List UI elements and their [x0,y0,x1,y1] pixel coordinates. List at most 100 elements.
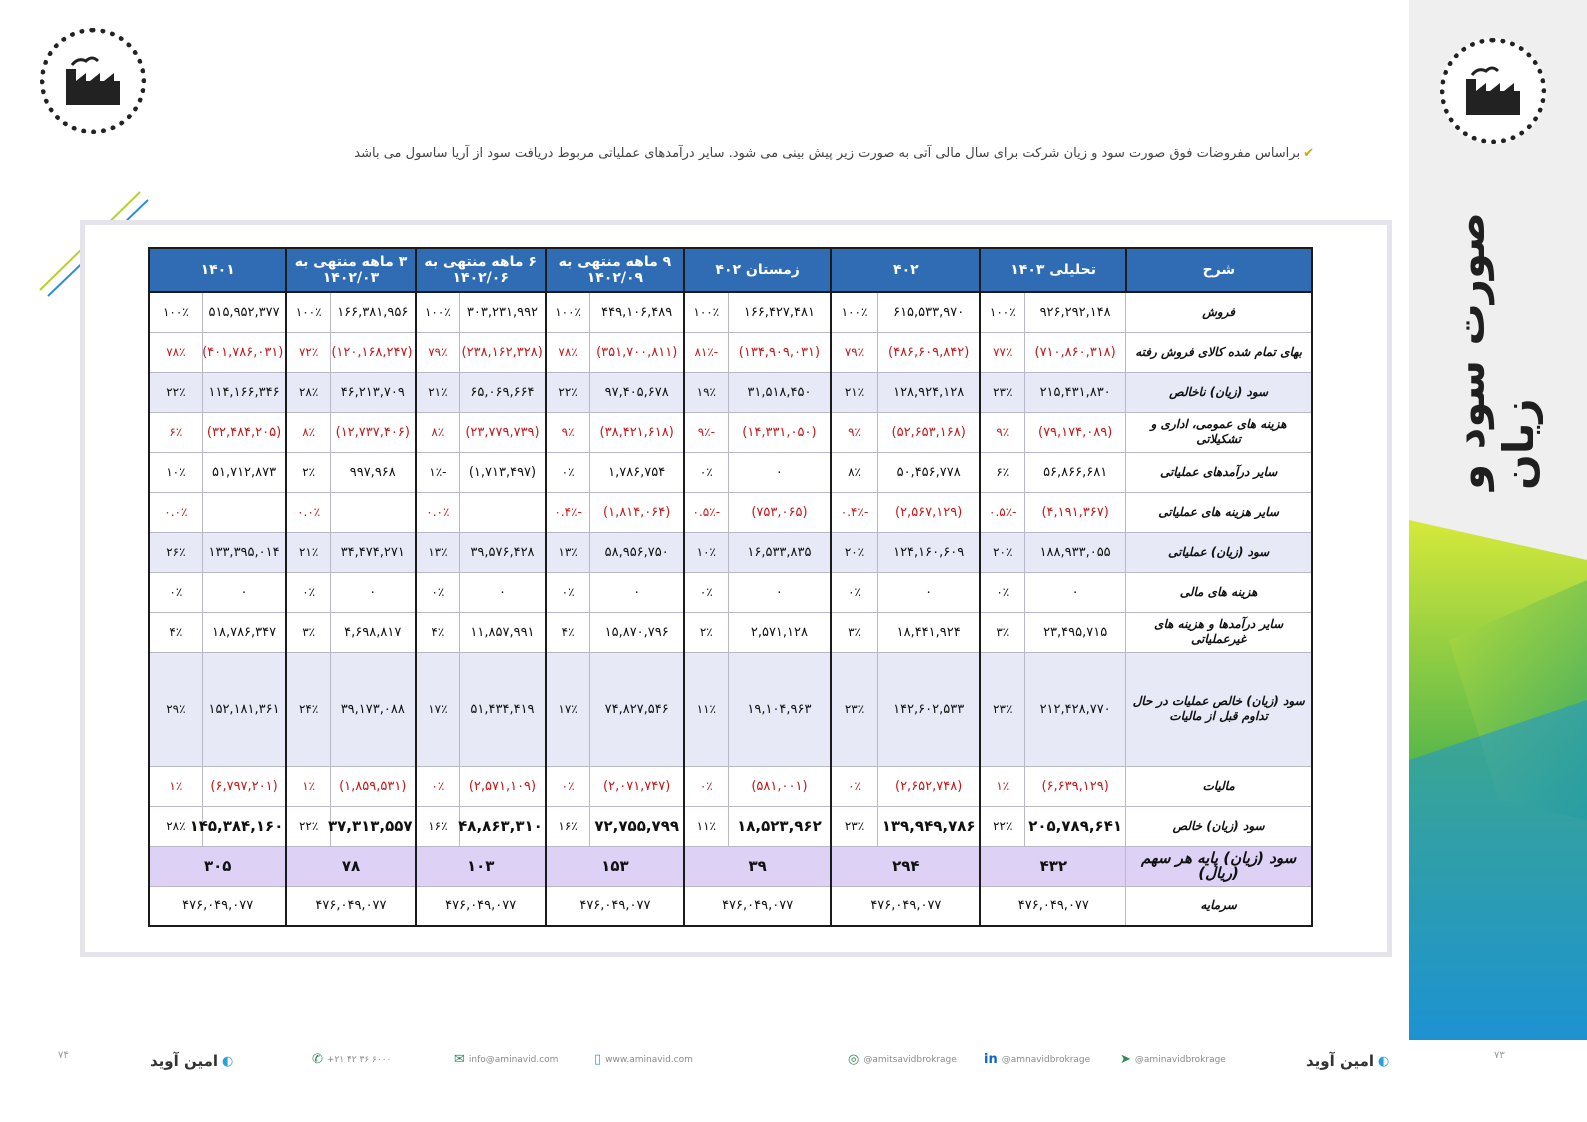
table-header-row: شرح تحلیلی ۱۴۰۳ ۴۰۲ زمستان ۴۰۲ ۹ ماهه من… [147,247,1314,293]
header-9-month-label: ۹ ماهه منتهی به [558,254,672,270]
percent-cell: ۱۰۰٪ [414,291,461,333]
linkedin-handle: @amnavidbrokrage [1001,1054,1091,1065]
mail-icon: ✉ [454,1052,465,1067]
row-label: سود (زیان) خالص عملیات در حال تداوم قبل … [1125,651,1314,767]
factory-icon [66,56,120,105]
header-6-month: ۶ ماهه منتهی به ۱۴۰۲/۰۶ [414,247,547,293]
value-cell [459,491,547,533]
table-row: سود (زیان) عملیاتی ۱۸۸,۹۳۳,۰۵۵ ۲۰٪ ۱۲۴,۱۶۰,… [147,531,1314,573]
value-cell: ۹۷,۴۰۵,۶۷۸ [589,371,685,413]
value-cell: ۳۷,۳۱۳,۵۵۷ [328,805,417,847]
value-cell: (۳۲,۴۸۴,۲۰۵) [201,411,287,453]
check-icon: ✔ [1303,146,1314,161]
row-label: مالیات [1125,765,1314,807]
table-row: هزینه های عمومی، اداری و تشکیلاتی (۷۹,۱۷۴… [147,411,1314,453]
value-cell: ۱۵۳ [544,845,685,887]
percent-cell: ۱٪ [285,765,331,807]
table-row: سایر درآمدهای عملیاتی ۵۶,۸۶۶,۶۸۱ ۶٪ ۵۰,۴۵۶,… [147,451,1314,493]
value-cell: ۱۹,۱۰۴,۹۶۳ [727,651,832,767]
percent-cell: ۷۹٪ [414,331,461,373]
value-cell: ۴۷۶,۰۴۹,۰۷۷ [683,885,832,927]
email-link[interactable]: ✉ info@aminavid.com [454,1052,558,1067]
eps-row: سود (زیان) پایه هر سهم (ریال) ۴۳۲ ۲۹۴ ۳۹ ۱۵۳… [147,845,1314,887]
value-cell: ۴۷۶,۰۴۹,۰۷۷ [414,885,547,927]
table-row: سود (زیان) خالص عملیات در حال تداوم قبل … [147,651,1314,767]
value-cell: (۶,۶۳۹,۱۲۹) [1024,765,1127,807]
factory-icon [1466,66,1520,115]
percent-cell: ۲٪ [285,451,331,493]
header-3-month-date: ۱۴۰۲/۰۳ [322,270,380,286]
percent-cell: ۲۳٪ [830,651,878,767]
value-cell: ۰ [201,571,287,613]
linkedin-link[interactable]: in @amnavidbrokrage [984,1052,1090,1067]
value-cell: (۱۲,۷۳۷,۴۰۶) [329,411,417,453]
value-cell: ۱۰۳ [414,845,547,887]
percent-cell: ۲۲٪ [544,371,591,413]
value-cell: ۷۴,۸۲۷,۵۴۶ [589,651,685,767]
mouse-icon: ▯ [594,1052,602,1067]
header-3-month-label: ۳ ماهه منتهی به [294,254,408,270]
value-cell: ۲,۵۷۱,۱۲۸ [727,611,832,653]
phone-number: +۲۱ ۴۲ ۳۶ ۶۰۰۰ [326,1054,392,1065]
value-cell: (۲,۵۷۱,۱۰۹) [459,765,547,807]
value-cell: ۲۱۲,۴۲۸,۷۷۰ [1024,651,1127,767]
percent-cell: ۷۹٪ [830,331,878,373]
brand-name-left: امین آوید [150,1052,219,1070]
row-label: هزینه های عمومی، اداری و تشکیلاتی [1125,411,1314,453]
website-link[interactable]: ▯ www.aminavid.com [594,1052,693,1067]
percent-cell: ۱۰٪ [683,531,729,573]
value-cell: (۱,۸۵۹,۵۳۱) [329,765,417,807]
value-cell: (۵۲,۶۵۳,۱۶۸) [876,411,981,453]
telegram-link[interactable]: ➤ @aminavidbrokrage [1120,1052,1226,1067]
instagram-link[interactable]: ◎ @amitsavidbrokrage [848,1052,957,1067]
value-cell: ۴,۶۹۸,۸۱۷ [329,611,417,653]
percent-cell: ۱۰٪ [147,451,203,493]
value-cell: ۶۱۵,۵۳۳,۹۷۰ [876,291,981,333]
value-cell: ۳۹,۱۷۳,۰۸۸ [329,651,417,767]
value-cell: ۴۶,۲۱۳,۷۰۹ [329,371,417,413]
value-cell: ۴۷۶,۰۴۹,۰۷۷ [285,885,417,927]
percent-cell: ۴٪ [414,611,461,653]
percent-cell: ۱۳٪ [414,531,461,573]
value-cell: ۱۱,۸۵۷,۹۹۱ [459,611,547,653]
percent-cell: ۳٪ [830,611,878,653]
row-label: فروش [1125,291,1314,333]
value-cell: ۱,۷۸۶,۷۵۴ [589,451,685,493]
value-cell: ۲۹۴ [830,845,981,887]
value-cell: ۲۰۵,۷۸۹,۶۴۱ [1024,805,1127,847]
percent-cell: ۱۰۰٪ [979,291,1026,333]
value-cell: ۱۶,۵۳۳,۸۳۵ [727,531,832,573]
percent-cell: ۱۶٪ [414,805,461,847]
value-cell: ۱۴۵,۳۸۴,۱۶۰ [190,805,287,847]
value-cell: ۵۶,۸۶۶,۶۸۱ [1024,451,1127,493]
percent-cell: ۹٪ [979,411,1026,453]
percent-cell: -۸۱٪ [683,331,729,373]
amin-avid-logo-icon: ◐ [222,1053,234,1069]
percent-cell: ۴٪ [147,611,203,653]
percent-cell: ۷۸٪ [544,331,591,373]
value-cell: ۴۸,۸۶۳,۳۱۰ [458,805,547,847]
phone-link[interactable]: ✆ +۲۱ ۴۲ ۳۶ ۶۰۰۰ [312,1052,391,1067]
percent-cell: ۰٪ [830,765,878,807]
value-cell: ۱۶۶,۴۲۷,۴۸۱ [727,291,832,333]
percent-cell: ۰٪ [414,571,461,613]
value-cell: ۱۸۸,۹۳۳,۰۵۵ [1024,531,1127,573]
table-row: سایر درآمدها و هزینه های غیرعملیاتی ۲۳,۴۹… [147,611,1314,653]
value-cell: (۲,۰۷۱,۷۴۷) [589,765,685,807]
percent-cell: ۰٪ [414,765,461,807]
value-cell: ۴۴۹,۱۰۶,۴۸۹ [589,291,685,333]
intro-sentence: براساس مفروضات فوق صورت سود و زیان شرکت … [354,146,1301,161]
website-url: www.aminavid.com [605,1054,693,1065]
table-row: سود (زیان) ناخالص ۲۱۵,۴۳۱,۸۳۰ ۲۳٪ ۱۲۸,۹۲۴,۱… [147,371,1314,413]
value-cell: ۰ [727,451,832,493]
percent-cell: ۱۷٪ [414,651,461,767]
value-cell: ۴۷۶,۰۴۹,۰۷۷ [830,885,981,927]
header-1401: ۱۴۰۱ [147,247,288,293]
percent-cell: ۴٪ [544,611,591,653]
header-9-month: ۹ ماهه منتهی به ۱۴۰۲/۰۹ [544,247,686,293]
table-row: بهای تمام شده کالای فروش رفته (۷۱۰,۸۶۰,۳۱… [147,331,1314,373]
value-cell: (۱۳۴,۹۰۹,۰۳۱) [727,331,832,373]
income-statement-table: شرح تحلیلی ۱۴۰۳ ۴۰۲ زمستان ۴۰۲ ۹ ماهه من… [147,247,1314,927]
value-cell: (۲,۵۶۷,۱۲۹) [876,491,981,533]
percent-cell: ۹٪ [830,411,878,453]
